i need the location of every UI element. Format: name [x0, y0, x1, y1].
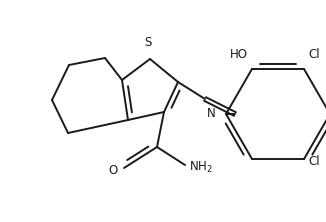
Text: NH$_2$: NH$_2$	[189, 159, 213, 174]
Text: O: O	[109, 165, 118, 178]
Text: Cl: Cl	[308, 155, 319, 168]
Text: HO: HO	[230, 48, 248, 61]
Text: N: N	[207, 107, 216, 120]
Text: S: S	[144, 36, 152, 49]
Text: Cl: Cl	[308, 48, 319, 61]
